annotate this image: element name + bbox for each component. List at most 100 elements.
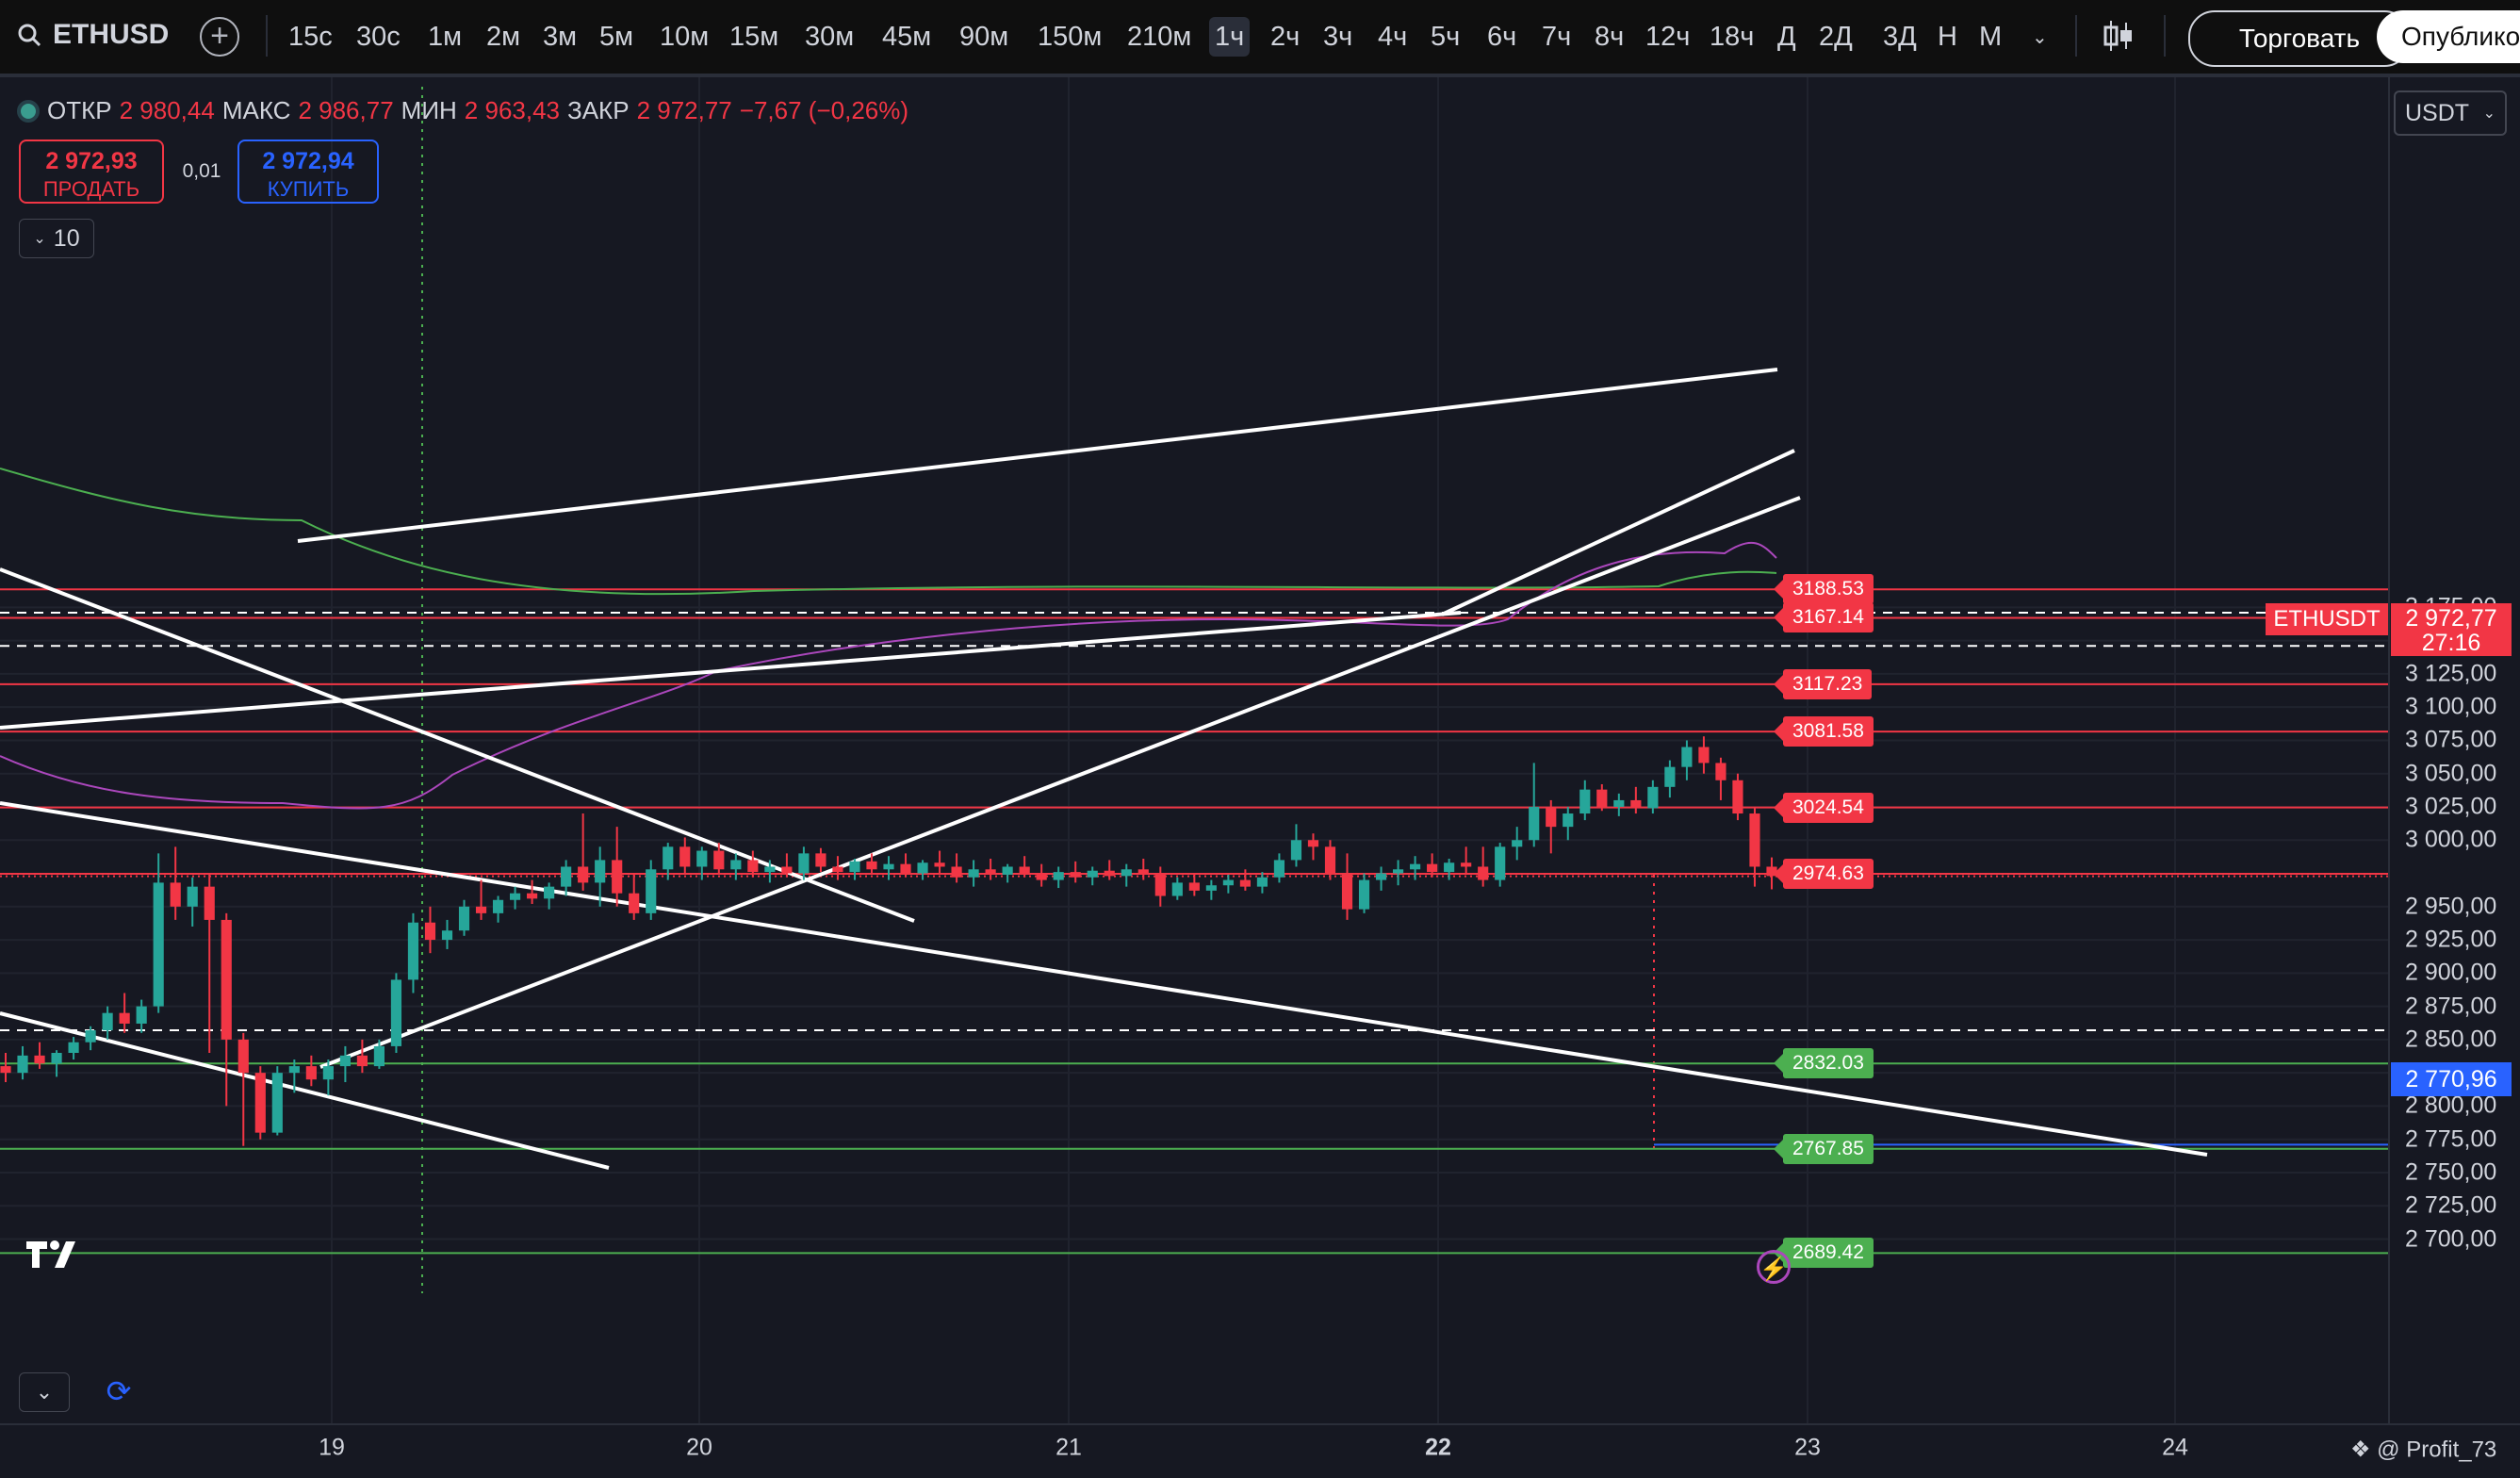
price-tick: 2 950,00 xyxy=(2405,893,2497,920)
chevron-down-icon: ⌄ xyxy=(35,1380,54,1404)
price-axis[interactable] xyxy=(2388,77,2520,1423)
price-chart[interactable] xyxy=(0,77,2388,1423)
timeframe-21[interactable]: 12ч xyxy=(1645,21,1691,52)
timeframe-22[interactable]: 18ч xyxy=(1710,21,1755,52)
timeframe-11[interactable]: 150м xyxy=(1038,21,1103,52)
candle-body xyxy=(951,866,962,878)
currency-select[interactable]: USDT ⌄ xyxy=(2394,90,2507,136)
price-tick: 3 050,00 xyxy=(2405,760,2497,787)
timeframe-12[interactable]: 210м xyxy=(1127,21,1192,52)
candle-body xyxy=(696,850,708,867)
timeframe-26[interactable]: Н xyxy=(1938,21,1957,52)
price-tick: 2 925,00 xyxy=(2405,926,2497,953)
timeframe-4[interactable]: 3м xyxy=(543,21,578,52)
candle-body xyxy=(815,853,826,867)
candle-body xyxy=(1529,806,1540,841)
quantity-selector[interactable]: ⌄ 10 xyxy=(19,219,94,258)
timeframe-3[interactable]: 2м xyxy=(486,21,521,52)
sell-button[interactable]: 2 972,93 ПРОДАТЬ xyxy=(19,140,164,204)
level-tag[interactable]: 3024.54 xyxy=(1774,792,1874,823)
trend-line xyxy=(319,496,1801,1069)
timeframe-19[interactable]: 7ч xyxy=(1542,21,1572,52)
candle-body xyxy=(544,886,555,899)
level-tag[interactable]: 2974.63 xyxy=(1774,859,1874,890)
timeframe-5[interactable]: 5м xyxy=(599,21,634,52)
sync-icon[interactable]: ⟳ xyxy=(106,1374,132,1408)
market-status-icon[interactable] xyxy=(17,99,40,123)
candle-body xyxy=(747,860,759,873)
candle-body xyxy=(136,1006,147,1024)
candle-body xyxy=(1053,872,1064,880)
symbol-name: ETHUSD xyxy=(53,19,170,50)
candle-body xyxy=(679,846,691,867)
timeframe-24[interactable]: 2Д xyxy=(1819,21,1853,52)
chevron-down-icon[interactable]: ⌄ xyxy=(2032,26,2048,48)
compare-plus-icon[interactable]: + xyxy=(200,17,239,57)
timeframe-0[interactable]: 15с xyxy=(288,21,333,52)
timeframe-27[interactable]: М xyxy=(1979,21,2003,52)
search-icon xyxy=(18,24,41,47)
timeframe-13[interactable]: 1ч xyxy=(1209,17,1251,57)
time-axis[interactable] xyxy=(0,1423,2520,1478)
chart-pane[interactable] xyxy=(0,77,2388,1423)
timeframe-15[interactable]: 3ч xyxy=(1323,21,1353,52)
candle-body xyxy=(119,1012,130,1024)
timeframe-1[interactable]: 30с xyxy=(356,21,401,52)
timeframe-25[interactable]: 3Д xyxy=(1883,21,1917,52)
publish-button[interactable]: Опубликов xyxy=(2377,10,2520,63)
candle-body xyxy=(1596,789,1608,807)
level-tag[interactable]: 2832.03 xyxy=(1774,1048,1874,1079)
level-tag[interactable]: 3188.53 xyxy=(1774,574,1874,605)
candle-body xyxy=(0,1066,11,1074)
candle-body xyxy=(17,1055,28,1074)
low-value: 2 963,43 xyxy=(464,96,561,124)
timeframe-7[interactable]: 15м xyxy=(729,21,779,52)
alert-bolt-icon[interactable]: ⚡ xyxy=(1757,1250,1791,1284)
collapse-panel-button[interactable]: ⌄ xyxy=(19,1372,70,1412)
buy-button[interactable]: 2 972,94 КУПИТЬ xyxy=(237,140,379,204)
candle-body xyxy=(1188,882,1200,891)
symbol-price-tag: ETHUSDT xyxy=(2266,603,2388,635)
timeframe-18[interactable]: 6ч xyxy=(1487,21,1517,52)
timeframe-8[interactable]: 30м xyxy=(805,21,855,52)
timeframe-2[interactable]: 1м xyxy=(428,21,463,52)
candle-body xyxy=(849,861,860,873)
candle-body xyxy=(730,860,742,870)
price-tick: 2 900,00 xyxy=(2405,959,2497,986)
candle-body xyxy=(612,860,623,894)
candle-type-icon[interactable] xyxy=(2102,19,2134,57)
symbol-search[interactable]: ETHUSD xyxy=(17,19,169,51)
candle-body xyxy=(1732,780,1743,814)
top-toolbar: ETHUSD + 15с 30с 1м 2м 3м 5м 10м 15м 30м 45м 90м 15… xyxy=(0,0,2520,77)
candle-body xyxy=(1664,766,1676,787)
timeframe-23[interactable]: Д xyxy=(1777,21,1796,52)
price-tick: 3 025,00 xyxy=(2405,793,2497,820)
candle-body xyxy=(1154,873,1166,896)
level-tag[interactable]: 3081.58 xyxy=(1774,716,1874,747)
timeframe-20[interactable]: 8ч xyxy=(1595,21,1625,52)
timeframe-10[interactable]: 90м xyxy=(959,21,1009,52)
candle-body xyxy=(68,1042,79,1053)
candle-body xyxy=(1715,763,1726,780)
price-tick: 2 725,00 xyxy=(2405,1191,2497,1219)
timeframe-16[interactable]: 4ч xyxy=(1378,21,1408,52)
timeframe-6[interactable]: 10м xyxy=(660,21,710,52)
candle-body xyxy=(1444,862,1455,873)
timeframe-9[interactable]: 45м xyxy=(882,21,932,52)
level-tag[interactable]: 3167.14 xyxy=(1774,602,1874,633)
sell-price: 2 972,93 xyxy=(45,148,138,174)
tradingview-logo[interactable] xyxy=(25,1237,83,1279)
timeframe-17[interactable]: 5ч xyxy=(1431,21,1461,52)
timeframe-14[interactable]: 2ч xyxy=(1270,21,1301,52)
currency-value: USDT xyxy=(2405,99,2470,126)
level-tag[interactable]: 3117.23 xyxy=(1773,668,1873,699)
open-value: 2 980,44 xyxy=(119,96,215,124)
candle-body xyxy=(441,930,453,941)
candle-body xyxy=(1104,870,1115,877)
candle-body xyxy=(322,1066,334,1080)
candle-body xyxy=(170,882,181,907)
level-tag[interactable]: 2767.85 xyxy=(1774,1133,1874,1164)
trade-button[interactable]: Торговать xyxy=(2188,10,2411,67)
candle-body xyxy=(1495,846,1506,880)
level-tag[interactable]: 2689.42 xyxy=(1774,1238,1874,1269)
